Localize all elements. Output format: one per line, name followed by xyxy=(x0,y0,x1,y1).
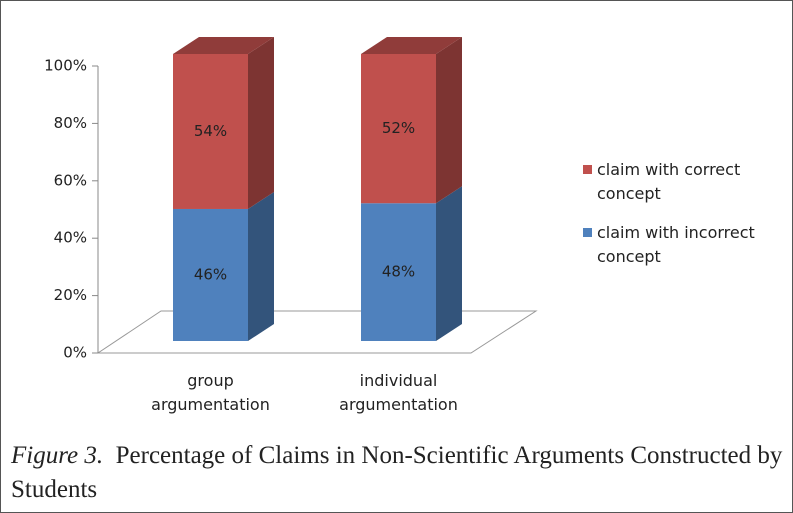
bar xyxy=(361,203,436,341)
value-label: 52% xyxy=(382,119,415,137)
value-label: 46% xyxy=(194,265,227,283)
x-tick-label: group argumentation xyxy=(151,371,270,414)
caption: Figure 3. Percentage of Claims in Non-Sc… xyxy=(11,439,786,507)
bar-top xyxy=(173,37,274,54)
bar-side xyxy=(436,37,462,204)
bar xyxy=(173,54,248,209)
y-tick-label: 80% xyxy=(54,114,87,132)
legend-label: claim with incorrect concept xyxy=(597,223,755,266)
caption-text: Percentage of Claims in Non-Scientific A… xyxy=(11,442,783,503)
value-label: 48% xyxy=(382,263,415,281)
y-tick-label: 100% xyxy=(44,57,87,75)
chart: 0% 20% 40% 60% 80% 100% 46% 54% 48% 52% xyxy=(44,37,592,362)
y-tick-label: 60% xyxy=(54,171,87,189)
bar xyxy=(361,54,436,204)
floor xyxy=(96,310,538,354)
legend-swatch xyxy=(583,228,592,237)
bar-side xyxy=(248,37,274,209)
x-tick-label: individual argumentation xyxy=(339,371,458,414)
bar xyxy=(173,208,248,341)
y-tick-label: 40% xyxy=(54,229,87,247)
legend-swatch xyxy=(583,165,592,174)
y-tick-label: 0% xyxy=(63,344,87,362)
bar-side xyxy=(436,186,462,341)
legend-label: claim with correct concept xyxy=(597,160,741,203)
y-tick-label: 20% xyxy=(54,286,87,304)
bar-side xyxy=(248,191,274,341)
bar-top xyxy=(361,37,462,54)
value-label: 54% xyxy=(194,122,227,140)
figure-label: Figure 3. xyxy=(11,442,104,469)
